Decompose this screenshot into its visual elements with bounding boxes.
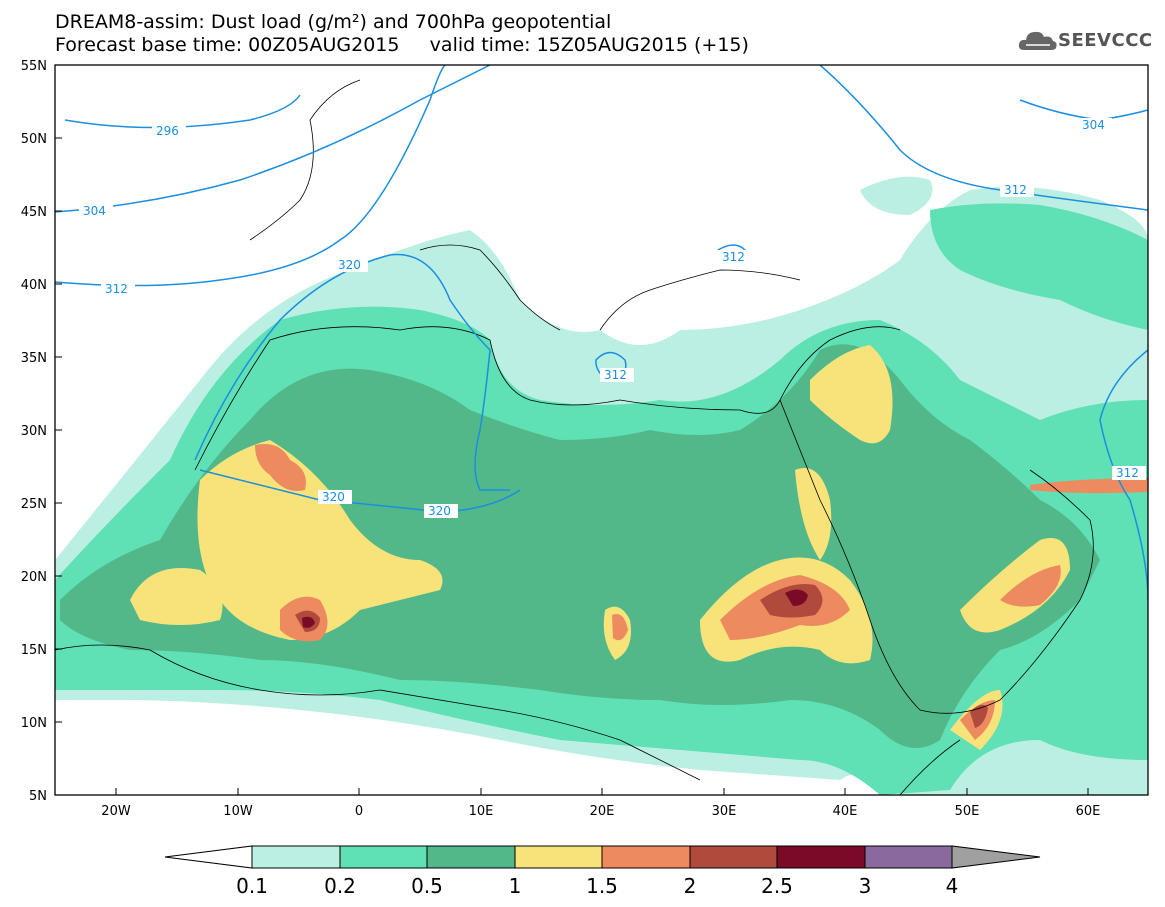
cloud-icon (1018, 31, 1057, 50)
colorbar-segment (689, 845, 778, 869)
colorbar-low-arrow (164, 845, 253, 869)
colorbar-segment (251, 845, 341, 869)
contour-label: 312 (105, 282, 128, 296)
contour-label: 304 (1082, 118, 1105, 132)
colorbar-tick-label: 1.5 (586, 874, 618, 898)
lon-tick-label: 20E (590, 804, 615, 819)
lat-tick-label: 25N (21, 497, 47, 512)
contour-label: 312 (1116, 466, 1139, 480)
colorbar-tick-label: 4 (946, 874, 959, 898)
lat-tick-label: 40N (21, 278, 47, 293)
map-subtitle: Forecast base time: 00Z05AUG2015 valid t… (55, 34, 749, 56)
contour-label: 312 (1004, 183, 1027, 197)
colorbar-high-arrow (951, 845, 1041, 869)
contour-label: 312 (722, 250, 745, 264)
colorbar-segment (426, 845, 516, 869)
contour-label: 312 (604, 368, 627, 382)
seevccc-logo: SEEVCCC (1018, 28, 1158, 54)
lon-tick-label: 10E (469, 804, 494, 819)
lat-tick-label: 15N (21, 643, 47, 658)
contour-label: 320 (338, 258, 361, 272)
colorbar-segment (776, 845, 866, 869)
lon-tick-label: 30E (712, 804, 737, 819)
lat-tick-label: 20N (21, 570, 47, 585)
colorbar-legend: 0.1 0.2 0.5 1 1.5 2 2.5 3 4 (164, 845, 1041, 898)
lon-tick-label: 20W (101, 804, 131, 819)
colorbar-tick-label: 2 (684, 874, 697, 898)
colorbar-tick-label: 0.1 (236, 874, 268, 898)
lat-tick-label: 10N (21, 716, 47, 731)
colorbar-segment (339, 845, 428, 869)
contour-label: 296 (156, 124, 179, 138)
logo-text: SEEVCCC (1058, 30, 1153, 51)
colorbar-tick-label: 3 (859, 874, 872, 898)
lon-tick-label: 10W (223, 804, 253, 819)
contour-label: 320 (428, 504, 451, 518)
colorbar-tick-label: 0.5 (411, 874, 443, 898)
colorbar-segment (601, 845, 691, 869)
colorbar-tick-label: 1 (509, 874, 522, 898)
coastlines (55, 79, 1094, 795)
colorbar-tick-label: 2.5 (761, 874, 793, 898)
lon-tick-label: 50E (955, 804, 980, 819)
lon-tick-label: 40E (833, 804, 858, 819)
contour-labels: 296 304 312 320 320 320 312 312 304 312 … (79, 118, 1146, 518)
colorbar-segment (864, 845, 953, 869)
contour-label: 320 (322, 490, 345, 504)
colorbar-segment (514, 845, 603, 869)
dust-field (55, 65, 1148, 795)
lat-tick-label: 35N (21, 351, 47, 366)
lat-tick-label: 50N (21, 132, 47, 147)
colorbar-tick-label: 0.2 (324, 874, 356, 898)
lat-tick-label: 45N (21, 205, 47, 220)
lon-tick-label: 0 (355, 804, 363, 819)
contour-label: 304 (83, 204, 106, 218)
lat-tick-label: 55N (21, 59, 47, 74)
map-title: DREAM8-assim: Dust load (g/m²) and 700hP… (55, 11, 612, 33)
latitude-axis: 55N 50N 45N 40N 35N 30N 25N 20N 15N 10N … (21, 59, 62, 804)
lat-tick-label: 5N (29, 789, 47, 804)
longitude-axis: 20W 10W 0 10E 20E 30E 40E 50E 60E (101, 788, 1100, 819)
lon-tick-label: 60E (1076, 804, 1101, 819)
lat-tick-label: 30N (21, 424, 47, 439)
